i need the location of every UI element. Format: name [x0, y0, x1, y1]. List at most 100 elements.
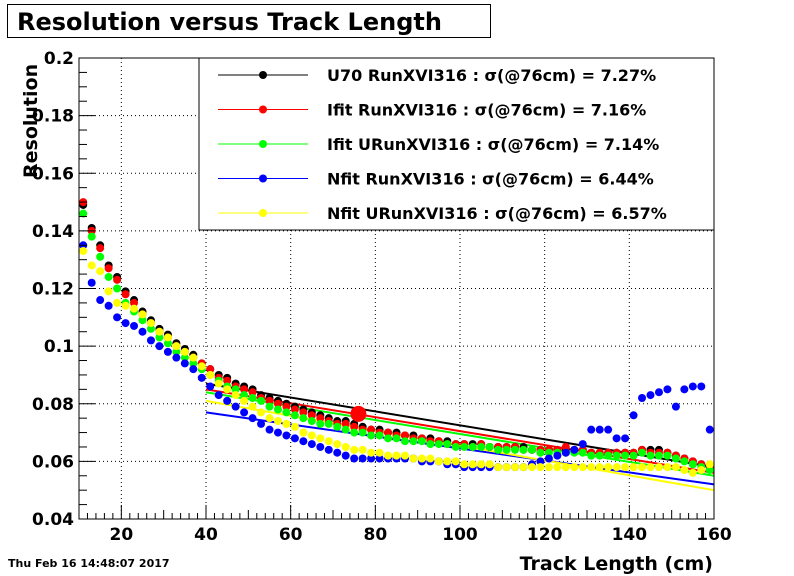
data-point: [527, 463, 536, 472]
data-point: [663, 463, 672, 472]
legend-marker: [259, 174, 267, 183]
legend-marker: [259, 71, 267, 79]
data-point: [367, 425, 376, 434]
data-point: [87, 261, 96, 270]
data-point: [671, 454, 680, 463]
data-point: [172, 353, 181, 362]
data-point: [612, 434, 621, 443]
data-point: [434, 457, 443, 466]
data-point: [350, 454, 359, 463]
data-point: [316, 414, 325, 423]
data-point: [333, 448, 342, 457]
title-box: Resolution versus Track Length: [7, 4, 491, 38]
data-point: [375, 454, 384, 463]
data-point: [587, 451, 596, 460]
data-point: [104, 272, 113, 281]
data-point: [502, 463, 511, 472]
data-point: [400, 437, 409, 446]
data-point: [697, 382, 706, 391]
data-point: [231, 402, 240, 411]
tick-labels: 20 40 60 80 100 120 140 160 0.04 0.06 0.08 0.1 0.12 0…: [32, 49, 732, 545]
x-axis-label: Track Length (cm): [520, 553, 713, 575]
x-tick-label: 60: [279, 525, 303, 545]
data-point: [104, 301, 113, 310]
data-point: [273, 405, 282, 414]
data-point: [553, 451, 562, 460]
data-point: [96, 252, 105, 261]
data-point: [688, 468, 697, 477]
data-point: [240, 396, 249, 405]
data-point: [299, 408, 308, 417]
y-tick-label: 0.2: [44, 49, 74, 69]
data-point: [680, 466, 689, 475]
data-point: [384, 434, 393, 443]
x-tick-label: 140: [612, 525, 648, 545]
data-point: [113, 275, 122, 284]
data-point: [273, 417, 282, 426]
y-tick-label: 0.06: [32, 452, 74, 472]
data-point: [511, 445, 520, 454]
data-point: [290, 434, 299, 443]
data-point: [705, 460, 714, 469]
data-point: [104, 264, 113, 273]
data-point: [121, 290, 130, 299]
y-tick-label: 0.14: [32, 222, 74, 242]
legend-marker: [259, 140, 267, 148]
data-point: [316, 442, 325, 451]
data-point: [248, 414, 257, 423]
data-point: [629, 451, 638, 460]
data-point: [299, 414, 308, 423]
data-point: [240, 391, 249, 400]
data-point: [561, 463, 570, 472]
data-point: [206, 370, 215, 379]
data-point: [273, 399, 282, 408]
data-point: [621, 463, 630, 472]
data-point: [392, 434, 401, 443]
fit-line: [205, 388, 715, 474]
fit-line: [205, 391, 715, 477]
data-point: [189, 359, 198, 368]
data-point: [553, 463, 562, 472]
data-point: [511, 463, 520, 472]
data-point: [587, 425, 596, 434]
data-point: [663, 451, 672, 460]
data-point: [223, 376, 232, 385]
data-point: [163, 339, 172, 348]
data-point: [282, 419, 291, 428]
data-point: [680, 385, 689, 394]
data-point: [138, 327, 147, 336]
data-point: [494, 463, 503, 472]
data-point: [299, 437, 308, 446]
data-point: [612, 463, 621, 472]
data-point: [248, 388, 257, 397]
data-point: [307, 411, 316, 420]
data-point: [282, 402, 291, 411]
data-point: [197, 373, 206, 382]
legend-entry: Ifit URunXVI316 : σ(@76cm) = 7.14%: [327, 135, 659, 154]
data-point: [527, 445, 536, 454]
data-point: [638, 448, 647, 457]
data-point: [392, 451, 401, 460]
data-point: [324, 419, 333, 428]
data-point: [214, 379, 223, 388]
data-point: [257, 419, 266, 428]
data-point: [638, 463, 647, 472]
data-point: [544, 454, 553, 463]
data-point: [350, 445, 359, 454]
data-point: [324, 437, 333, 446]
data-point: [604, 451, 613, 460]
data-point: [197, 362, 206, 371]
data-point: [519, 445, 528, 454]
data-point: [341, 451, 350, 460]
data-point: [290, 411, 299, 420]
data-point: [595, 425, 604, 434]
data-point: [214, 391, 223, 400]
legend-entry: Ifit RunXVI316 : σ(@76cm) = 7.16%: [327, 101, 646, 120]
data-point: [79, 247, 88, 256]
data-point: [307, 440, 316, 449]
data-point: [697, 466, 706, 475]
data-point: [409, 437, 418, 446]
data-point: [375, 448, 384, 457]
data-point: [663, 385, 672, 394]
